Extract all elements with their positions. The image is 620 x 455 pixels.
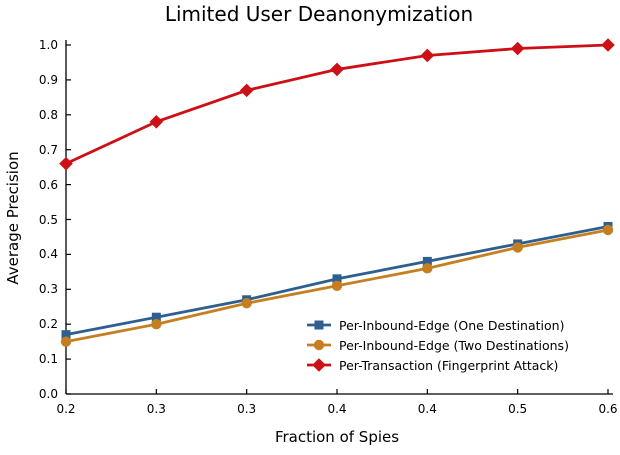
circle-marker	[422, 263, 433, 274]
y-tick-label: 1.0	[38, 38, 58, 52]
circle-marker	[151, 319, 162, 330]
chart-title: Limited User Deanonymization	[164, 2, 474, 26]
square-marker	[314, 320, 324, 330]
y-tick-label: 0.0	[38, 387, 58, 401]
y-tick-label: 0.9	[38, 72, 58, 87]
diamond-marker	[510, 41, 525, 56]
x-axis-label: Fraction of Spies	[274, 428, 400, 446]
y-tick-label: 0.5	[38, 212, 58, 227]
circle-marker	[313, 339, 325, 351]
x-tick-label: 0.6	[598, 402, 618, 416]
y-tick-label: 0.7	[38, 142, 58, 157]
y-tick-label: 0.1	[38, 352, 58, 367]
x-tick-label: 0.4	[327, 402, 347, 416]
circle-marker	[60, 336, 72, 347]
square-marker	[422, 256, 432, 266]
diamond-marker	[312, 358, 326, 372]
diamond-marker	[330, 62, 344, 77]
x-tick-label: 0.3	[146, 402, 166, 416]
square-marker	[332, 274, 342, 284]
diamond-marker	[149, 114, 164, 129]
legend-marker	[307, 320, 331, 330]
y-tick-label: 0.6	[38, 177, 58, 192]
legend-marker	[307, 339, 331, 351]
x-tick-label: 0.2	[56, 402, 76, 416]
diamond-marker	[59, 156, 73, 171]
circle-marker	[512, 242, 523, 253]
y-tick-label: 0.2	[38, 317, 58, 332]
legend-item: Per-Transaction (Fingerprint Attack)	[305, 357, 569, 373]
square-marker	[61, 330, 71, 340]
legend-label: Per-Transaction (Fingerprint Attack)	[339, 357, 559, 373]
square-marker	[151, 312, 161, 322]
y-tick-label: 0.8	[38, 107, 58, 122]
y-tick-label: 0.3	[38, 282, 58, 297]
y-tick-label: 0.4	[38, 247, 58, 262]
diamond-marker	[420, 48, 435, 63]
circle-marker	[331, 280, 343, 292]
circle-marker	[241, 298, 252, 309]
x-tick-label: 0.3	[237, 402, 257, 416]
x-tick-label: 0.5	[508, 402, 528, 416]
legend-item: Per-Inbound-Edge (One Destination)	[305, 317, 569, 333]
legend-item: Per-Inbound-Edge (Two Destinations)	[305, 337, 569, 353]
legend-label: Per-Inbound-Edge (One Destination)	[339, 317, 565, 333]
circle-marker	[602, 224, 614, 236]
legend-marker	[307, 358, 331, 372]
legend: Per-Inbound-Edge (One Destination) Per-In…	[305, 317, 569, 373]
x-tick-label: 0.4	[417, 402, 437, 416]
diamond-marker	[239, 83, 254, 98]
legend-label: Per-Inbound-Edge (Two Destinations)	[339, 337, 569, 353]
diamond-marker	[601, 38, 615, 52]
